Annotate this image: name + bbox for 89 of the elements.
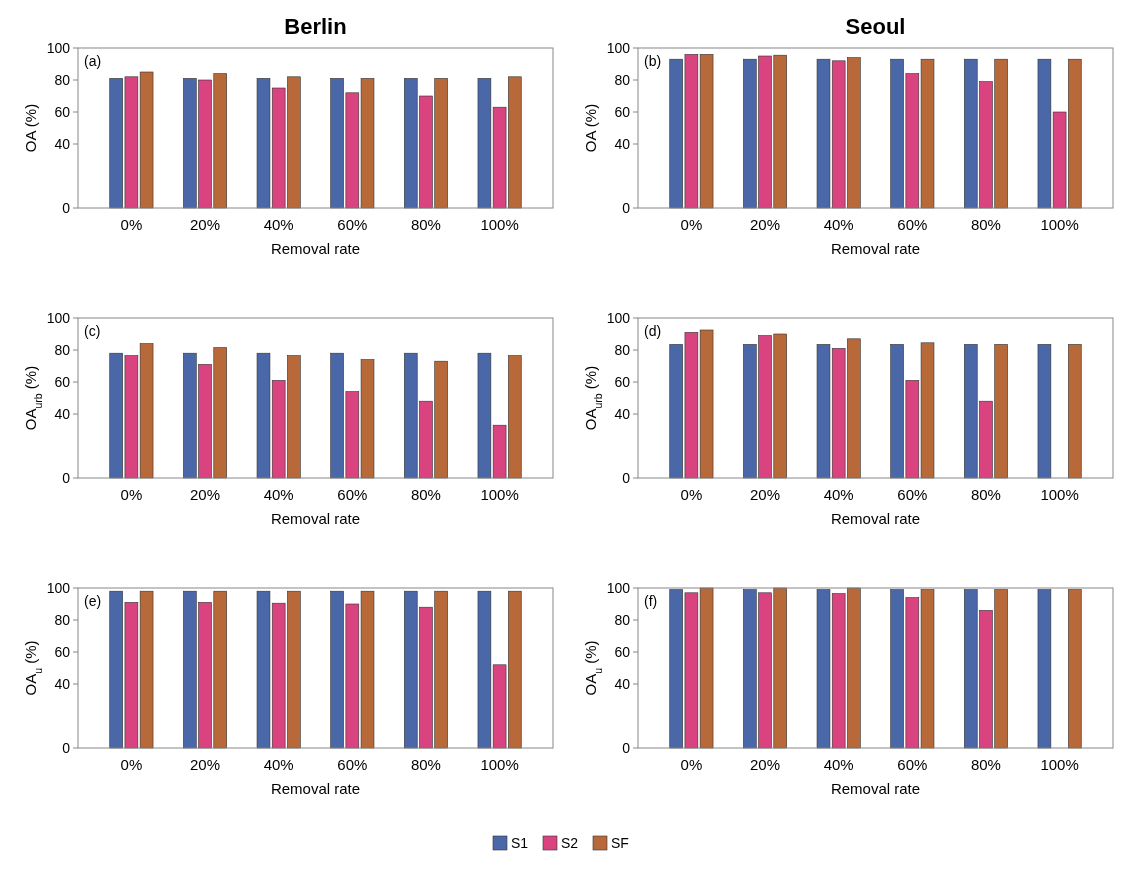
y-tick-label: 40 [614, 135, 631, 152]
x-tick-label: 60% [337, 486, 368, 503]
x-tick-label: 0% [680, 486, 703, 503]
bar [1068, 344, 1082, 479]
y-tick-label: 60 [614, 103, 631, 120]
x-tick-label: 60% [337, 216, 368, 233]
y-tick-label: 100 [606, 39, 631, 56]
y-tick-label: 100 [606, 309, 631, 326]
y-tick-label: 80 [614, 71, 631, 88]
y-tick-label: 40 [54, 675, 71, 692]
x-tick-label: 80% [410, 216, 441, 233]
y-tick-label: 0 [62, 469, 71, 486]
x-tick-label: 20% [750, 756, 781, 773]
x-tick-label: 40% [823, 486, 854, 503]
x-axis-title: Removal rate [270, 240, 361, 257]
x-axis-title: Removal rate [270, 780, 361, 797]
x-axis-title: Removal rate [830, 510, 921, 527]
y-tick-label: 0 [622, 739, 631, 756]
y-tick-label: 100 [46, 39, 71, 56]
x-tick-label: 80% [970, 756, 1001, 773]
y-tick-label: 0 [622, 469, 631, 486]
y-tick-label: 80 [614, 341, 631, 358]
x-tick-label: 40% [823, 756, 854, 773]
x-tick-label: 100% [1040, 216, 1079, 233]
legend-label: S1 [511, 835, 529, 851]
x-tick-label: 40% [263, 756, 294, 773]
y-tick-label: 60 [54, 373, 71, 390]
x-tick-label: 40% [263, 486, 294, 503]
x-tick-label: 100% [1040, 486, 1079, 503]
annotation: (c) [84, 323, 101, 339]
y-tick-label: 60 [614, 643, 631, 660]
bar [1037, 589, 1052, 749]
x-tick-label: 60% [337, 756, 368, 773]
x-tick-label: 80% [970, 216, 1001, 233]
y-axis-title: OA (%) [22, 103, 39, 153]
bar [1037, 344, 1052, 479]
x-axis-title: Removal rate [830, 240, 921, 257]
x-tick-label: 100% [480, 486, 519, 503]
chart-title: Berlin [284, 14, 347, 39]
y-tick-label: 60 [54, 103, 71, 120]
annotation: (d) [644, 323, 662, 339]
chart-title: Seoul [845, 14, 906, 39]
x-tick-label: 0% [120, 756, 143, 773]
annotation: (a) [84, 53, 102, 69]
y-tick-label: 80 [614, 611, 631, 628]
x-tick-label: 60% [897, 756, 928, 773]
annotation: (e) [84, 593, 102, 609]
y-tick-label: 0 [62, 199, 71, 216]
x-tick-label: 80% [970, 486, 1001, 503]
y-tick-label: 40 [54, 135, 71, 152]
x-tick-label: 0% [120, 486, 143, 503]
x-tick-label: 20% [190, 216, 221, 233]
legend-label: SF [611, 835, 629, 851]
annotation: (b) [644, 53, 662, 69]
y-tick-label: 80 [54, 341, 71, 358]
x-tick-label: 20% [190, 756, 221, 773]
y-tick-label: 80 [54, 611, 71, 628]
y-tick-label: 60 [54, 643, 71, 660]
y-tick-label: 0 [62, 739, 71, 756]
y-axis-title: OA (%) [582, 103, 599, 153]
annotation: (f) [644, 593, 658, 609]
x-axis-title: Removal rate [830, 780, 921, 797]
x-tick-label: 80% [410, 756, 441, 773]
x-tick-label: 20% [190, 486, 221, 503]
x-tick-label: 40% [823, 216, 854, 233]
y-tick-label: 60 [614, 373, 631, 390]
x-tick-label: 100% [1040, 756, 1079, 773]
y-tick-label: 40 [54, 405, 71, 422]
x-tick-label: 20% [750, 486, 781, 503]
x-tick-label: 0% [680, 756, 703, 773]
y-tick-label: 40 [614, 405, 631, 422]
y-tick-label: 100 [46, 579, 71, 596]
x-axis-title: Removal rate [270, 510, 361, 527]
x-tick-label: 0% [680, 216, 703, 233]
x-tick-label: 20% [750, 216, 781, 233]
x-tick-label: 60% [897, 486, 928, 503]
y-tick-label: 0 [622, 199, 631, 216]
y-tick-label: 80 [54, 71, 71, 88]
x-tick-label: 60% [897, 216, 928, 233]
y-tick-label: 100 [46, 309, 71, 326]
x-tick-label: 80% [410, 486, 441, 503]
x-tick-label: 100% [480, 756, 519, 773]
x-tick-label: 40% [263, 216, 294, 233]
y-tick-label: 40 [614, 675, 631, 692]
y-tick-label: 100 [606, 579, 631, 596]
x-tick-label: 0% [120, 216, 143, 233]
legend-label: S2 [561, 835, 579, 851]
bar [1068, 589, 1082, 749]
x-tick-label: 100% [480, 216, 519, 233]
